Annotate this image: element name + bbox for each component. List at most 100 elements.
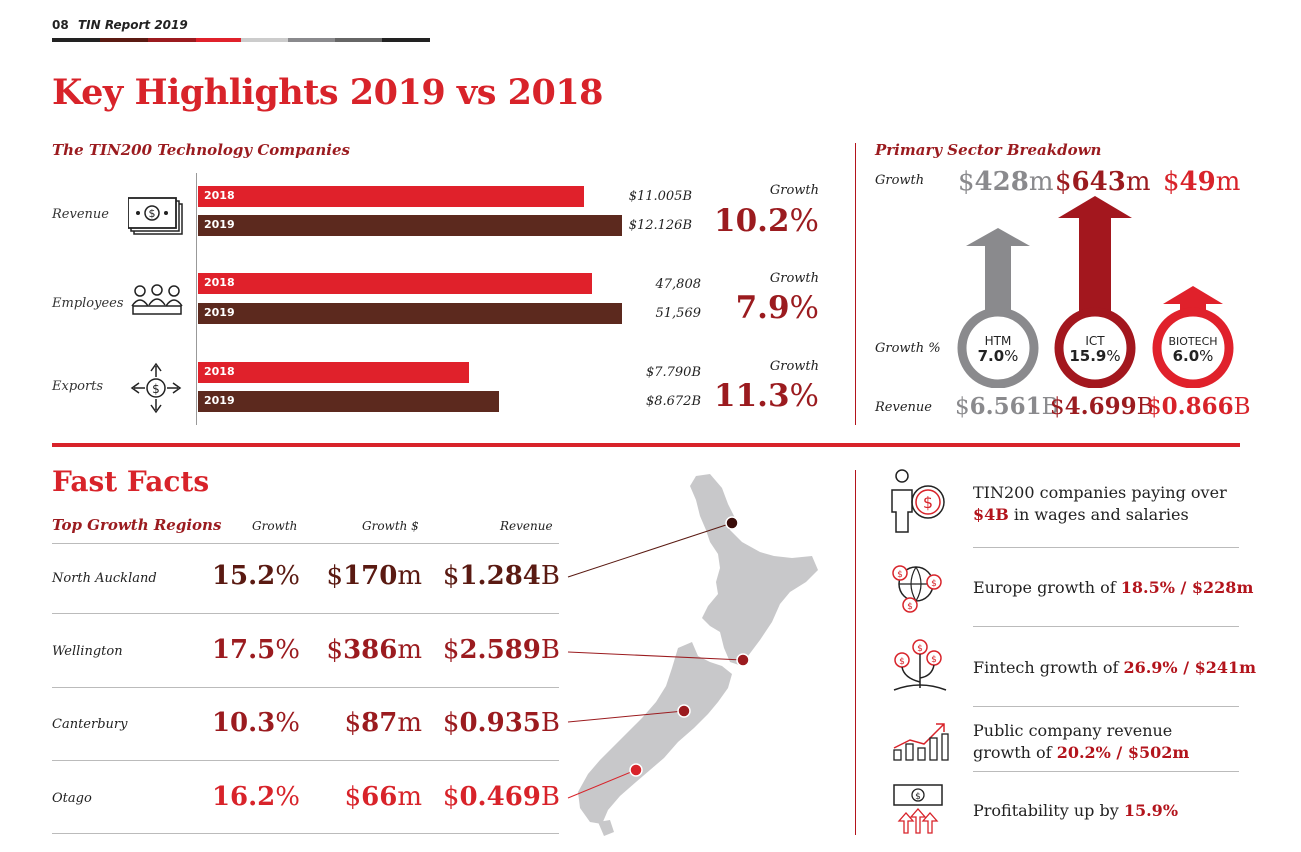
- sector-revenue-label: Revenue: [875, 400, 932, 415]
- section-divider: [855, 143, 856, 425]
- col-revenue: Revenue: [500, 519, 553, 533]
- bar-revenue-2019: 2019: [198, 215, 622, 236]
- bar-employees-2019: 2019: [198, 303, 622, 324]
- header-bar-segment: [148, 38, 196, 42]
- globe-money-icon: $ $ $: [892, 565, 942, 613]
- sector-name-biotech: BIOTECH: [1168, 335, 1218, 348]
- table-rule: [52, 760, 559, 761]
- page-title: Key Highlights 2019 vs 2018: [52, 72, 604, 113]
- growth-value-exports: 11.3%: [714, 378, 819, 414]
- row-label-employees: Employees: [52, 296, 124, 311]
- region-revenue: $2.589B: [442, 635, 560, 665]
- svg-text:$: $: [915, 792, 921, 802]
- fact-wages: TIN200 companies paying over $4B in wage…: [973, 483, 1227, 524]
- sector-pct-biotech: 6.0%: [1172, 347, 1214, 365]
- svg-text:$: $: [931, 655, 937, 665]
- money-plant-icon: $ $ $: [893, 639, 947, 691]
- header-bar-segment: [288, 38, 335, 42]
- svg-text:$: $: [931, 579, 937, 589]
- fact-rule: [973, 547, 1239, 548]
- biotech-arrow-icon: [1152, 286, 1234, 388]
- person-money-icon: $: [891, 469, 945, 533]
- growth-label: Growth: [769, 271, 819, 286]
- svg-text:$: $: [897, 570, 903, 580]
- growth-value-revenue: 10.2%: [714, 203, 819, 239]
- bar-employees-2018: 2018: [198, 273, 592, 294]
- value-employees-2018: 47,808: [655, 277, 702, 292]
- sector-growth-ict: $643m: [1055, 167, 1151, 197]
- col-growth-dollar: Growth $: [362, 519, 419, 533]
- report-title: TIN Report 2019: [78, 18, 188, 32]
- fact-public-revenue: Public company revenue growth of 20.2% /…: [973, 721, 1190, 762]
- ict-arrow-icon: [1054, 196, 1136, 388]
- sector-pct-htm: 7.0%: [977, 347, 1019, 365]
- sector-name-htm: HTM: [984, 334, 1012, 348]
- growth-label: Growth: [769, 183, 819, 198]
- region-growth-dollar: $170m: [326, 561, 422, 591]
- growth-label: Growth: [769, 359, 819, 374]
- header-bar-segment: [196, 38, 241, 42]
- section-rule: [52, 443, 1240, 447]
- value-exports-2019: $8.672B: [645, 394, 701, 409]
- sector-pct-ict: 15.9%: [1069, 347, 1121, 365]
- header-bar-segment: [382, 38, 430, 42]
- companies-subtitle: The TIN200 Technology Companies: [52, 141, 350, 159]
- svg-text:$: $: [907, 602, 913, 612]
- money-arrows-up-icon: $: [893, 784, 943, 834]
- bar-exports-2019: 2019: [198, 391, 499, 412]
- region-name-north-auckland: North Auckland: [52, 571, 157, 586]
- bar-revenue-2018: 2018: [198, 186, 584, 207]
- htm-arrow-icon: [957, 228, 1039, 388]
- svg-text:$: $: [923, 493, 933, 512]
- nz-map: [567, 474, 818, 836]
- fact-europe: Europe growth of 18.5% / $228m: [973, 578, 1254, 597]
- svg-text:$: $: [152, 382, 160, 396]
- header-bar-segment: [241, 38, 288, 42]
- sector-revenue-htm: $6.561B: [955, 393, 1059, 420]
- sector-growth-htm: $428m: [958, 167, 1054, 197]
- region-revenue: $0.935B: [442, 708, 560, 738]
- col-growth: Growth: [252, 519, 298, 533]
- region-name-wellington: Wellington: [52, 644, 123, 659]
- page-number: 08: [52, 18, 69, 32]
- sector-name-ict: ICT: [1085, 334, 1105, 348]
- region-revenue: $1.284B: [442, 561, 560, 591]
- region-name-canterbury: Canterbury: [52, 717, 128, 732]
- region-growth-pct: 17.5%: [211, 635, 300, 665]
- svg-text:$: $: [899, 657, 905, 667]
- row-label-revenue: Revenue: [52, 207, 109, 222]
- sector-growth-pct-label: Growth %: [875, 341, 941, 356]
- region-growth-pct: 10.3%: [211, 708, 300, 738]
- people-icon: [131, 284, 183, 315]
- svg-text:$: $: [149, 207, 156, 220]
- table-rule: [52, 613, 559, 614]
- table-rule: [52, 543, 559, 544]
- bar-growth-icon: [893, 723, 949, 761]
- regions-title: Top Growth Regions: [52, 516, 222, 534]
- fact-rule: [973, 626, 1239, 627]
- fact-rule: [973, 706, 1239, 707]
- region-growth-dollar: $386m: [326, 635, 422, 665]
- region-growth-pct: 15.2%: [211, 561, 300, 591]
- region-revenue: $0.469B: [442, 782, 560, 812]
- sector-growth-biotech: $49m: [1163, 167, 1241, 197]
- value-revenue-2019: $12.126B: [628, 218, 692, 233]
- money-icon: $: [128, 197, 183, 235]
- value-exports-2018: $7.790B: [645, 365, 701, 380]
- region-growth-pct: 16.2%: [211, 782, 300, 812]
- sector-revenue-biotech: $0.866B: [1147, 393, 1251, 420]
- row-label-exports: Exports: [52, 379, 104, 394]
- table-rule: [52, 687, 559, 688]
- table-rule: [52, 833, 559, 834]
- fact-profitability: Profitability up by 15.9%: [973, 801, 1179, 820]
- region-name-otago: Otago: [52, 791, 92, 806]
- value-employees-2019: 51,569: [655, 306, 702, 321]
- value-revenue-2018: $11.005B: [628, 189, 692, 204]
- region-growth-dollar: $87m: [344, 708, 422, 738]
- header-bar-segment: [100, 38, 148, 42]
- svg-text:$: $: [917, 644, 923, 654]
- bar-axis-line: [196, 173, 197, 425]
- bar-exports-2018: 2018: [198, 362, 469, 383]
- header-bar-segment: [335, 38, 382, 42]
- header-bar-segment: [52, 38, 100, 42]
